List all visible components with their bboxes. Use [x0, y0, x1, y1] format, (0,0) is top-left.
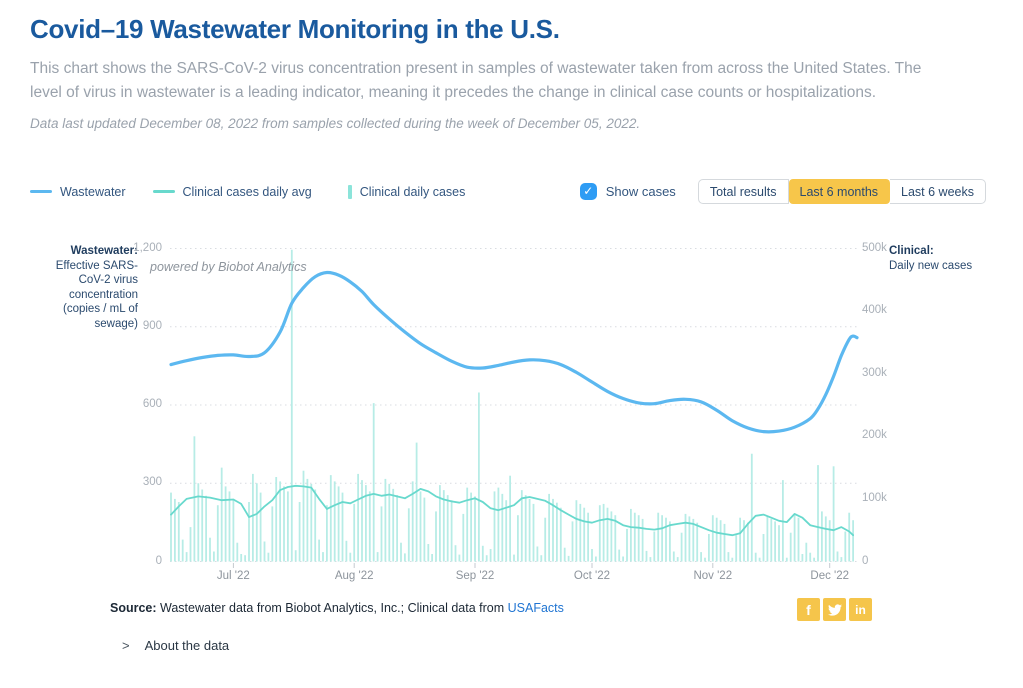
- linkedin-icon: in: [855, 602, 866, 617]
- page-description: This chart shows the SARS-CoV-2 virus co…: [30, 60, 922, 101]
- chart-plot-area[interactable]: [169, 247, 859, 568]
- right-axis-title-bold: Clinical:: [889, 245, 934, 257]
- range-button-total-results[interactable]: Total results: [697, 179, 789, 204]
- check-icon: ✓: [583, 184, 594, 198]
- left-axis-title-rest: Effective SARS-CoV-2 virus concentration…: [55, 259, 138, 330]
- left-y-tick-label: 600: [142, 398, 162, 410]
- right-y-tick-label: 500k: [862, 241, 887, 254]
- range-button-last-6-months[interactable]: Last 6 months: [788, 179, 891, 204]
- x-tick-label: Aug '22: [334, 570, 374, 582]
- chart-controls: ✓ Show cases Total results Last 6 months…: [579, 179, 986, 204]
- left-y-tick-label: 900: [142, 319, 162, 332]
- linkedin-share-button[interactable]: in: [849, 598, 872, 621]
- social-share-buttons: f in: [797, 598, 872, 621]
- x-tick-label: Jul '22: [216, 570, 250, 582]
- left-axis-title: Wastewater: Effective SARS-CoV-2 virus co…: [34, 244, 138, 331]
- right-y-tick-label: 400k: [862, 304, 887, 317]
- about-the-data-label: About the data: [144, 638, 230, 653]
- x-tick-label: Nov '22: [693, 570, 733, 582]
- wastewater-line-swatch: [30, 190, 52, 193]
- source-label: Source:: [110, 601, 157, 615]
- left-axis-title-bold: Wastewater:: [70, 245, 138, 257]
- source-text: Wastewater data from Biobot Analytics, I…: [156, 601, 508, 615]
- left-y-tick-label: 300: [142, 476, 162, 489]
- chevron-right-icon: >: [122, 638, 130, 653]
- facebook-share-button[interactable]: f: [797, 598, 820, 621]
- page-title: Covid–19 Wastewater Monitoring in the U.…: [30, 14, 560, 44]
- right-y-tick-label: 300k: [862, 366, 887, 379]
- legend-item-wastewater[interactable]: Wastewater: [30, 185, 126, 199]
- facebook-icon: f: [806, 601, 811, 618]
- legend-item-clinical-daily[interactable]: Clinical daily cases: [339, 184, 466, 199]
- legend-label: Wastewater: [60, 184, 126, 199]
- clinical-daily-bar-swatch: [347, 184, 352, 199]
- left-y-tick-label: 0: [155, 554, 162, 567]
- x-tick-label: Sep '22: [455, 570, 495, 582]
- update-note: Data last updated December 08, 2022 from…: [30, 116, 641, 131]
- x-tick-label: Dec '22: [810, 570, 850, 582]
- show-cases-checkbox[interactable]: ✓: [579, 183, 597, 200]
- range-button-group: Total results Last 6 months Last 6 weeks: [697, 179, 986, 204]
- range-button-last-6-weeks[interactable]: Last 6 weeks: [890, 179, 986, 204]
- right-y-tick-label: 100k: [862, 491, 887, 504]
- legend-label: Clinical daily cases: [359, 184, 466, 199]
- legend-label: Clinical cases daily avg: [182, 184, 312, 199]
- twitter-share-button[interactable]: [823, 598, 846, 621]
- right-axis-title-rest: Daily new cases: [889, 260, 973, 272]
- twitter-icon: [827, 603, 842, 616]
- usafacts-link[interactable]: USAFacts: [507, 601, 564, 615]
- clinical-avg-line-swatch: [152, 190, 175, 193]
- left-y-tick-label: 1,200: [133, 241, 162, 254]
- right-y-tick-label: 200k: [862, 429, 887, 442]
- right-axis-title: Clinical: Daily new cases: [889, 244, 1014, 274]
- right-y-tick-label: 0: [862, 554, 869, 567]
- legend-controls-row: Wastewater Clinical cases daily avg Clin…: [30, 179, 986, 204]
- show-cases-label: Show cases: [605, 184, 676, 199]
- about-the-data-toggle[interactable]: > About the data: [122, 638, 229, 653]
- plot-svg[interactable]: [169, 247, 859, 568]
- x-tick-label: Oct '22: [573, 570, 610, 582]
- legend-item-clinical-avg[interactable]: Clinical cases daily avg: [152, 184, 312, 199]
- source-line: Source: Wastewater data from Biobot Anal…: [110, 601, 564, 615]
